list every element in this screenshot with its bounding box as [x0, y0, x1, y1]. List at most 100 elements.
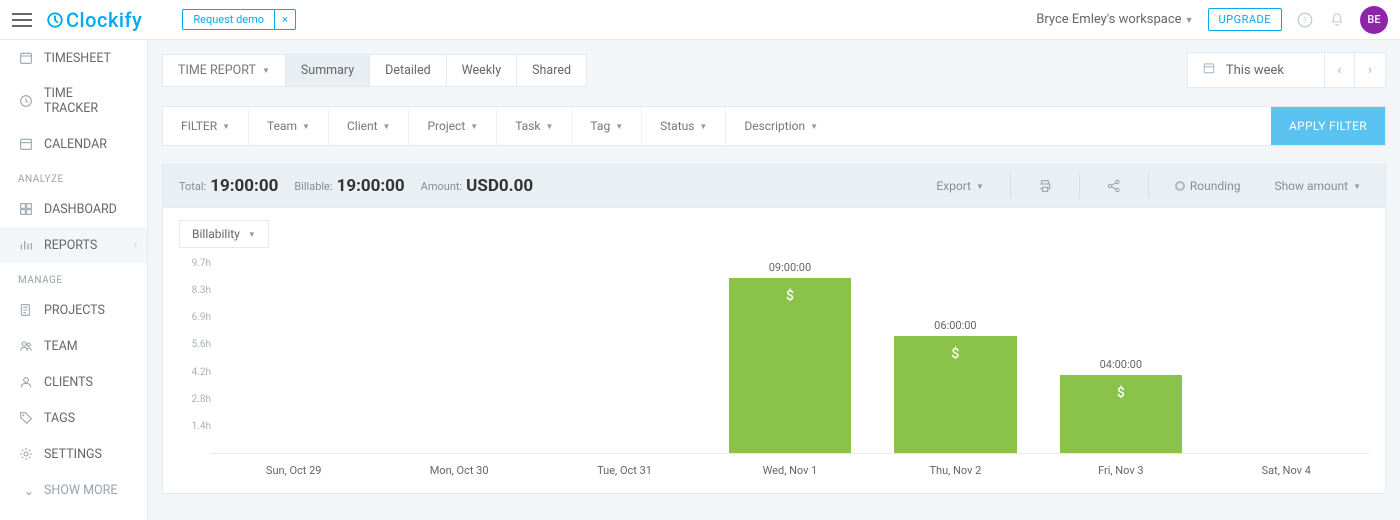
- share-button[interactable]: [1098, 174, 1130, 198]
- tab-time-report[interactable]: TIME REPORT▼: [163, 55, 286, 86]
- export-dropdown[interactable]: Export▼: [928, 175, 992, 197]
- filter-team[interactable]: Team▼: [249, 107, 329, 145]
- filter-project[interactable]: Project▼: [409, 107, 497, 145]
- sidebar-item-dashboard[interactable]: DASHBOARD: [0, 191, 147, 227]
- report-tabs: TIME REPORT▼ Summary Detailed Weekly Sha…: [162, 54, 587, 87]
- bar-value-label: 06:00:00: [894, 319, 1016, 332]
- x-tick: Sat, Nov 4: [1204, 454, 1369, 487]
- tab-weekly[interactable]: Weekly: [447, 55, 517, 86]
- sidebar-item-tags[interactable]: TAGS: [0, 400, 147, 436]
- rounding-toggle[interactable]: Rounding: [1167, 175, 1249, 197]
- filter-task[interactable]: Task▼: [497, 107, 572, 145]
- caret-down-icon: ▼: [222, 122, 230, 131]
- workspace-selector[interactable]: Bryce Emley's workspace ▼: [1036, 12, 1193, 27]
- sidebar-item-team[interactable]: TEAM: [0, 328, 147, 364]
- x-tick: Sun, Oct 29: [211, 454, 376, 487]
- sidebar-item-label: DASHBOARD: [44, 202, 117, 217]
- dollar-icon: $: [729, 288, 851, 304]
- stats-tools: Export▼ Rounding Show amount▼: [928, 173, 1369, 199]
- bar-column: [211, 264, 376, 453]
- apply-filter-button[interactable]: APPLY FILTER: [1271, 107, 1385, 145]
- caret-down-icon: ▼: [615, 122, 623, 131]
- sidebar-item-label: CALENDAR: [44, 137, 107, 152]
- sidebar-item-label: TEAM: [44, 339, 78, 354]
- help-icon[interactable]: ?: [1296, 11, 1314, 29]
- divider: [1010, 173, 1011, 199]
- gear-icon: [18, 446, 34, 462]
- y-axis: 9.7h8.3h6.9h5.6h4.2h2.8h1.4h: [179, 264, 211, 454]
- sidebar-item-settings[interactable]: SETTINGS: [0, 436, 147, 472]
- filter-dropdown[interactable]: FILTER▼: [163, 107, 249, 145]
- date-next-button[interactable]: ›: [1355, 53, 1385, 87]
- billable-label: Billable:: [294, 180, 332, 193]
- avatar[interactable]: BE: [1360, 6, 1388, 34]
- tab-shared[interactable]: Shared: [517, 55, 586, 86]
- bell-icon[interactable]: [1328, 11, 1346, 29]
- tab-summary[interactable]: Summary: [286, 55, 370, 86]
- share-icon: [1106, 178, 1122, 194]
- filter-status[interactable]: Status▼: [642, 107, 726, 145]
- sidebar-item-timesheet[interactable]: TIMESHEET: [0, 40, 147, 76]
- projects-icon: [18, 302, 34, 318]
- caret-down-icon: ▼: [470, 122, 478, 131]
- clients-icon: [18, 374, 34, 390]
- amount-value: USD0.00: [466, 176, 533, 196]
- x-tick: Thu, Nov 2: [873, 454, 1038, 487]
- tags-icon: [18, 410, 34, 426]
- upgrade-button[interactable]: UPGRADE: [1208, 8, 1283, 31]
- bar-column: $04:00:00: [1038, 264, 1203, 453]
- sidebar-item-time-tracker[interactable]: TIME TRACKER: [0, 76, 147, 126]
- svg-text:?: ?: [1303, 16, 1307, 26]
- amount-label: Amount:: [421, 180, 463, 193]
- bar-value-label: 04:00:00: [1060, 358, 1182, 371]
- sidebar-item-label: REPORTS: [44, 238, 97, 253]
- menu-icon[interactable]: [12, 10, 32, 30]
- logo[interactable]: Clockify: [46, 8, 142, 32]
- caret-down-icon: ▼: [383, 122, 391, 131]
- bar-column: $09:00:00: [707, 264, 872, 453]
- bar-column: $06:00:00: [873, 264, 1038, 453]
- show-amount-dropdown[interactable]: Show amount▼: [1266, 175, 1369, 197]
- print-button[interactable]: [1029, 174, 1061, 198]
- sidebar-item-label: TIME TRACKER: [44, 86, 129, 116]
- bar-value-label: 09:00:00: [729, 261, 851, 274]
- clock-icon: [18, 93, 34, 109]
- total-value: 19:00:00: [210, 176, 278, 196]
- request-demo-button[interactable]: Request demo: [182, 9, 275, 30]
- demo-close-button[interactable]: ×: [275, 9, 296, 30]
- filter-client[interactable]: Client▼: [329, 107, 409, 145]
- timesheet-icon: [18, 50, 34, 66]
- team-icon: [18, 338, 34, 354]
- caret-down-icon: ▼: [1185, 16, 1194, 26]
- bar[interactable]: $04:00:00: [1060, 375, 1182, 453]
- bar[interactable]: $06:00:00: [894, 336, 1016, 453]
- sidebar: TIMESHEET TIME TRACKER CALENDAR ANALYZE …: [0, 0, 148, 520]
- sidebar-item-calendar[interactable]: CALENDAR: [0, 126, 147, 162]
- billability-dropdown[interactable]: Billability▼: [179, 220, 269, 248]
- filter-bar: FILTER▼ Team▼ Client▼ Project▼ Task▼ Tag…: [162, 106, 1386, 146]
- caret-down-icon: ▼: [262, 66, 270, 75]
- show-more-label: SHOW MORE: [44, 483, 117, 498]
- chevron-right-icon: ›: [134, 240, 137, 251]
- date-range-selector[interactable]: This week: [1188, 53, 1325, 87]
- date-range-label: This week: [1226, 63, 1284, 78]
- topbar: Clockify Request demo × Bryce Emley's wo…: [0, 0, 1400, 40]
- sidebar-item-clients[interactable]: CLIENTS: [0, 364, 147, 400]
- sidebar-item-label: SETTINGS: [44, 447, 102, 462]
- sidebar-show-more[interactable]: ⌃ SHOW MORE: [0, 472, 147, 508]
- chart-plot: $09:00:00$06:00:00$04:00:00: [211, 264, 1369, 454]
- workspace-name: Bryce Emley's workspace: [1036, 12, 1181, 27]
- caret-down-icon: ▼: [248, 230, 256, 239]
- sidebar-item-label: TIMESHEET: [44, 51, 111, 66]
- stats-bar: Total: 19:00:00 Billable: 19:00:00 Amoun…: [162, 164, 1386, 208]
- calendar-icon: [18, 136, 34, 152]
- tab-detailed[interactable]: Detailed: [370, 55, 446, 86]
- filter-tag[interactable]: Tag▼: [572, 107, 642, 145]
- bar[interactable]: $09:00:00: [729, 278, 851, 453]
- sidebar-section-manage: MANAGE: [0, 263, 147, 292]
- sidebar-item-reports[interactable]: REPORTS ›: [0, 227, 147, 263]
- date-prev-button[interactable]: ‹: [1325, 53, 1355, 87]
- sidebar-section-analyze: ANALYZE: [0, 162, 147, 191]
- sidebar-item-projects[interactable]: PROJECTS: [0, 292, 147, 328]
- filter-description[interactable]: Description▼: [726, 107, 836, 145]
